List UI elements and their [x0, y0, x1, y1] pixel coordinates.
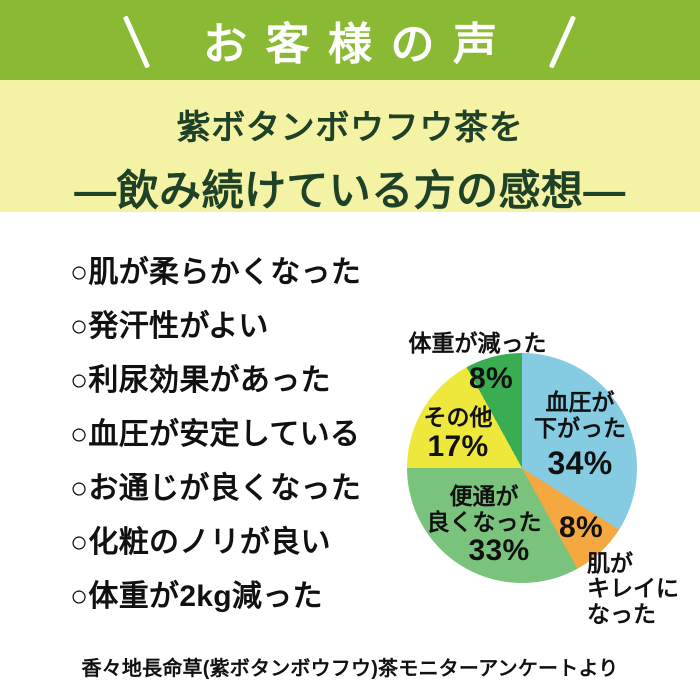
subheader-line2: ―飲み続けている方の感想― [74, 167, 626, 214]
pie-label-skin: 肌が キレイに なった [587, 550, 679, 627]
pie-pct-skin: 8% [559, 511, 603, 544]
pie-pct-bowel: 33% [468, 534, 530, 567]
benefit-item-bowel: ○お通じが良くなった [70, 472, 362, 505]
pie-pct-other: 17% [427, 430, 489, 463]
benefit-item-sweating: ○発汗性がよい [70, 310, 269, 343]
benefit-item-blood-pressure: ○血圧が安定している [70, 418, 361, 451]
pie-label-other: その他 [423, 404, 493, 430]
benefit-item-diuretic: ○利尿効果があった [70, 364, 331, 397]
benefits-list: ○肌が柔らかくなった ○発汗性がよい ○利尿効果があった ○血圧が安定している … [70, 246, 410, 624]
benefit-item-weight: ○体重が2kg減った [70, 580, 323, 613]
header-banner: お客様の声 [0, 0, 700, 80]
pie-label-weight-loss: 体重が減った [408, 330, 547, 356]
pie-pct-blood-pressure: 34% [547, 445, 613, 481]
benefit-item-makeup: ○化粧のノリが良い [70, 526, 331, 559]
slash-decoration-icon [548, 15, 577, 69]
pie-label-blood-pressure: 血圧が 下がった [534, 389, 626, 441]
pie-pct-weight-loss: 8% [469, 362, 513, 395]
benefit-item-skin-soft: ○肌が柔らかくなった [70, 256, 362, 289]
backslash-decoration-icon [122, 15, 151, 69]
footer-caption: 香々地長命草(紫ボタンボウフウ)茶モニターアンケートより [81, 658, 619, 680]
pie-chart [407, 353, 637, 583]
pie-label-bowel: 便通が 良くなった [426, 483, 542, 535]
subheader: 紫ボタンボウフウ茶を ―飲み続けている方の感想― [0, 80, 700, 214]
page-title: お客様の声 [203, 20, 516, 69]
subheader-line1: 紫ボタンボウフウ茶を [176, 109, 524, 147]
